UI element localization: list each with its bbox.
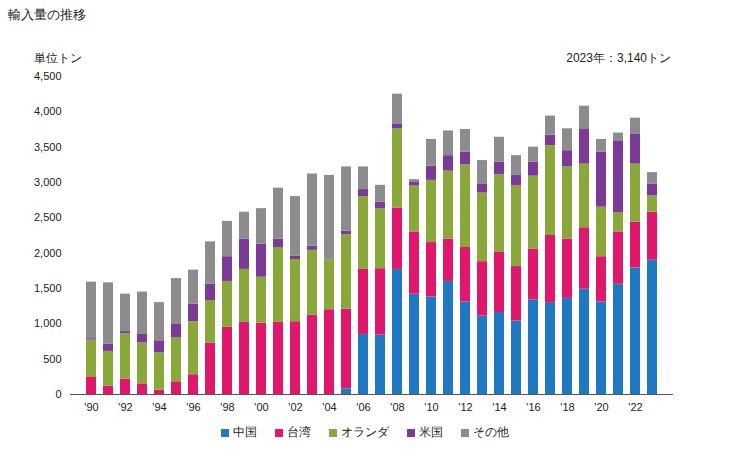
svg-text:'96: '96 <box>186 401 200 413</box>
svg-text:'14: '14 <box>492 401 506 413</box>
svg-text:'02: '02 <box>288 401 302 413</box>
svg-text:4,000: 4,000 <box>34 105 62 117</box>
svg-text:4,500: 4,500 <box>34 70 62 82</box>
svg-text:3,000: 3,000 <box>34 176 62 188</box>
svg-text:'20: '20 <box>594 401 608 413</box>
svg-text:3,500: 3,500 <box>34 141 62 153</box>
svg-text:'08: '08 <box>390 401 404 413</box>
svg-text:'92: '92 <box>118 401 132 413</box>
html-text:中国: 中国 <box>232 425 257 439</box>
svg-text:2,000: 2,000 <box>34 247 62 259</box>
svg-text:'16: '16 <box>526 401 540 413</box>
html-text:米国: 米国 <box>418 425 443 439</box>
svg-text:'04: '04 <box>322 401 336 413</box>
svg-text:'00: '00 <box>254 401 268 413</box>
svg-text:'12: '12 <box>458 401 472 413</box>
svg-text:'22: '22 <box>628 401 642 413</box>
svg-text:2,500: 2,500 <box>34 211 62 223</box>
svg-text:'18: '18 <box>560 401 574 413</box>
svg-text:1,000: 1,000 <box>34 317 62 329</box>
html-text:単位トン: 単位トン <box>34 51 82 65</box>
svg-text:1,500: 1,500 <box>34 282 62 294</box>
svg-text:'06: '06 <box>356 401 370 413</box>
svg-text:'94: '94 <box>152 401 166 413</box>
html-text:台湾: 台湾 <box>286 425 311 439</box>
html-text:その他: その他 <box>472 425 509 439</box>
svg-text:'10: '10 <box>424 401 438 413</box>
svg-text:0: 0 <box>55 388 61 400</box>
html-text:2023年：3,140トン: 2023年：3,140トン <box>566 51 671 65</box>
html-text:オランダ: オランダ <box>340 425 389 439</box>
svg-text:'90: '90 <box>84 401 98 413</box>
html-text:輸入量の推移: 輸入量の推移 <box>8 7 86 22</box>
svg-text:500: 500 <box>43 353 61 365</box>
svg-text:'98: '98 <box>220 401 234 413</box>
